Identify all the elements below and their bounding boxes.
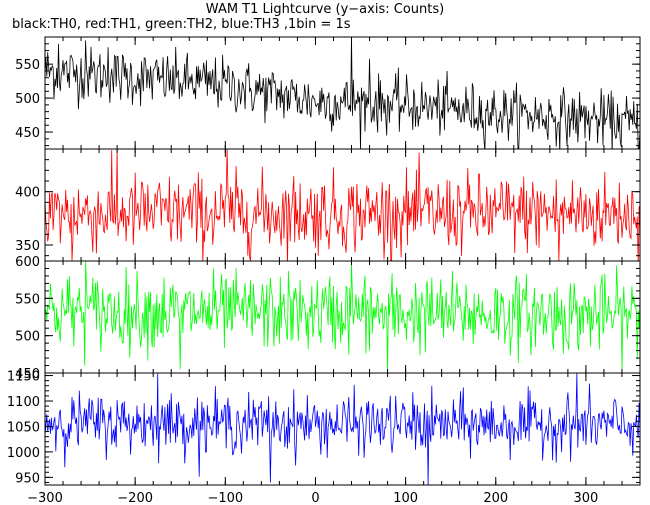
x-tick-label: 200 — [483, 491, 508, 505]
x-tick-label: 100 — [393, 491, 418, 505]
x-tick-label: 300 — [573, 491, 598, 505]
y-tick-label: 600 — [15, 255, 40, 270]
x-tick-label: −300 — [27, 491, 63, 505]
y-tick-label: 1000 — [7, 446, 40, 461]
y-tick-label: 1150 — [7, 370, 40, 385]
y-tick-label: 450 — [15, 367, 40, 382]
y-tick-label: 1100 — [7, 395, 40, 410]
series-line-th1 — [45, 149, 640, 261]
chart-legend-text: black:TH0, red:TH1, green:TH2, blue:TH3 … — [12, 17, 351, 32]
panel-frame-th0 — [44, 36, 641, 150]
y-tick-label: 350 — [15, 239, 40, 254]
x-tick-label: −200 — [117, 491, 153, 505]
series-line-th0 — [45, 37, 640, 149]
panel-frame-th3 — [44, 372, 641, 486]
panel-frame-th2 — [44, 260, 641, 374]
y-tick-label: 1050 — [7, 420, 40, 435]
series-line-th3 — [45, 373, 640, 485]
y-tick-label: 550 — [15, 292, 40, 307]
series-line-th2 — [45, 261, 640, 373]
y-tick-label: 500 — [15, 330, 40, 345]
chart-title: WAM T1 Lightcurve (y−axis: Counts) — [205, 2, 445, 17]
x-tick-label: 0 — [311, 491, 319, 505]
y-tick-label: 400 — [15, 186, 40, 201]
y-tick-label: 950 — [15, 471, 40, 486]
y-tick-label: 500 — [15, 92, 40, 107]
y-tick-label: 450 — [15, 126, 40, 141]
y-tick-label: 550 — [15, 58, 40, 73]
x-tick-label: −100 — [207, 491, 243, 505]
